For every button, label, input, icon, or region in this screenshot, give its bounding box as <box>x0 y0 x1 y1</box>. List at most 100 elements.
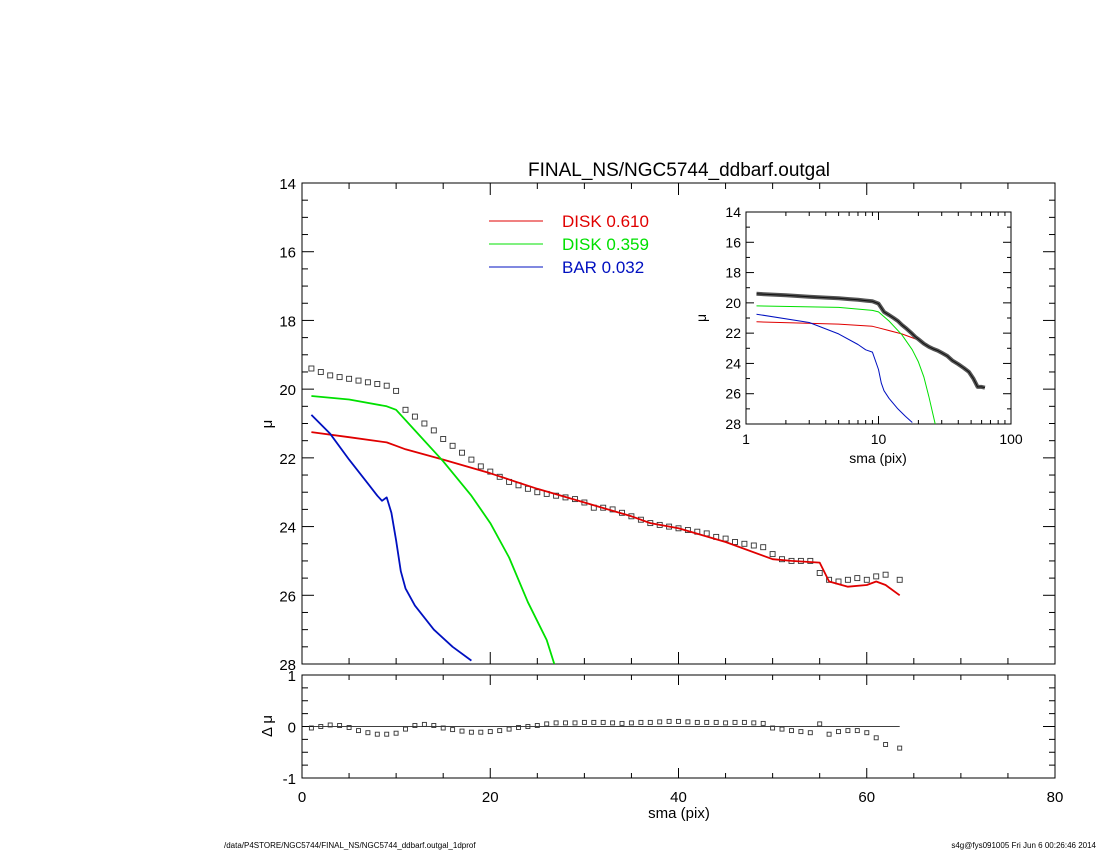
data-point <box>449 442 456 449</box>
data-point <box>807 557 814 564</box>
main-series <box>308 365 903 664</box>
residual-point <box>450 727 456 733</box>
main-y-tick-labels: 14 16 18 20 22 24 26 28 <box>279 176 296 674</box>
inset-x-tick-label: 100 <box>999 431 1023 447</box>
x-axis-label: sma (pix) <box>648 805 710 822</box>
inset-y-tick-label: 20 <box>725 295 741 311</box>
footer-file-path: /data/P4STORE/NGC5744/FINAL_NS/NGC5744_d… <box>224 841 476 850</box>
inset-series-line-1 <box>756 305 936 424</box>
residual-point <box>770 725 776 731</box>
residual-point <box>468 729 474 735</box>
data-point <box>477 463 484 470</box>
residual-point <box>873 735 879 741</box>
residual-point <box>789 728 794 734</box>
residual-point <box>685 719 691 725</box>
residual-point <box>845 728 851 734</box>
data-point <box>816 570 823 576</box>
data-point <box>732 539 738 545</box>
data-point <box>760 544 767 551</box>
inset-y-tick-label: 28 <box>725 416 741 432</box>
data-point <box>346 375 353 382</box>
residual-point <box>723 720 729 726</box>
residual-point <box>403 726 408 732</box>
y-tick-label: 18 <box>279 313 296 330</box>
data-point <box>411 413 418 420</box>
residual-point <box>798 729 804 735</box>
data-point <box>364 379 371 386</box>
inset-y-axis-label: μ <box>693 314 709 322</box>
residual-point <box>412 723 418 728</box>
residual-point <box>864 730 870 736</box>
inset-series-clip <box>756 291 986 424</box>
x-tick-label: 80 <box>1047 789 1064 806</box>
residual-y-tick-label: 1 <box>288 668 296 685</box>
residual-point <box>572 720 578 726</box>
residual-point <box>516 725 521 730</box>
residual-point <box>610 720 616 726</box>
residual-point <box>534 723 540 728</box>
inset-plot-frame <box>745 211 1012 425</box>
residual-point <box>666 718 672 724</box>
y-tick-label: 26 <box>279 588 296 605</box>
residual-point <box>384 731 390 737</box>
y-tick-label: 16 <box>279 245 296 262</box>
residual-series <box>308 718 903 751</box>
inset-x-tick-label: 10 <box>871 431 887 447</box>
inset-data-line <box>756 293 986 389</box>
residual-point <box>732 719 738 725</box>
data-point <box>402 406 409 413</box>
data-point <box>374 381 381 387</box>
data-point <box>308 365 315 372</box>
x-tick-label: 0 <box>298 789 306 806</box>
inset-x-tick-label: 1 <box>742 431 750 447</box>
data-point <box>327 372 334 379</box>
inset-y-tick-label: 26 <box>725 386 741 402</box>
residual-point <box>779 726 785 732</box>
residual-point <box>638 719 644 725</box>
residual-point <box>478 729 484 735</box>
chart-title: FINAL_NS/NGC5744_ddbarf.outgal <box>528 160 830 181</box>
residual-point <box>563 720 568 726</box>
residual-point <box>525 724 531 729</box>
data-point <box>882 571 889 578</box>
data-point <box>873 573 880 580</box>
residual-point <box>657 719 663 725</box>
data-point <box>430 427 437 434</box>
residual-point <box>817 721 823 727</box>
residual-point <box>327 722 333 728</box>
residual-y-tick-label: 0 <box>288 720 296 737</box>
inset-x-axis-label: sma (pix) <box>849 450 907 466</box>
residual-point <box>883 742 889 747</box>
inset-x-tick-labels: 1 10 100 <box>742 431 1023 447</box>
inset-plot: 14 16 18 20 22 24 26 28 1 10 100 μ sma (pix) <box>693 204 1023 466</box>
residual-y-tick-label: -1 <box>283 771 296 788</box>
data-point <box>854 575 861 582</box>
residual-point <box>497 728 503 734</box>
data-point <box>769 551 776 558</box>
footer-timestamp: s4g@fys091005 Fri Jun 6 00:26:46 2014 <box>951 841 1096 850</box>
residual-point <box>544 721 550 727</box>
residual-point <box>694 719 700 725</box>
y-tick-label: 20 <box>279 382 296 399</box>
inset-y-tick-label: 24 <box>725 355 741 371</box>
residual-point <box>318 724 324 729</box>
data-point <box>534 489 541 496</box>
residual-point <box>760 720 766 726</box>
residual-point <box>393 730 399 736</box>
data-point <box>741 540 748 547</box>
residual-point <box>506 726 512 732</box>
legend: DISK 0.610 DISK 0.359 BAR 0.032 <box>489 212 649 277</box>
residual-point <box>308 725 314 731</box>
residual-point <box>421 721 427 727</box>
main-axis-ticks <box>301 182 1056 665</box>
y-tick-label: 14 <box>279 176 296 193</box>
residual-point <box>356 728 361 734</box>
inset-y-tick-label: 14 <box>725 204 741 220</box>
data-point <box>468 456 475 463</box>
residual-y-tick-labels: -1 0 1 <box>283 668 296 788</box>
residual-axis-ticks <box>301 674 1056 779</box>
residual-point <box>807 730 813 736</box>
inset-y-tick-labels: 14 16 18 20 22 24 26 28 <box>725 204 741 432</box>
residual-point <box>440 725 446 731</box>
residual-point <box>346 725 352 730</box>
